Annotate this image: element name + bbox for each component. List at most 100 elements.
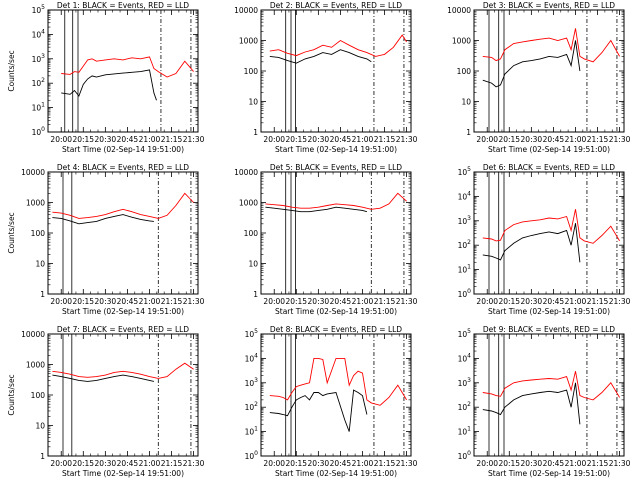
y-tick-label: 10000 <box>234 6 258 15</box>
x-tick-label: 20:45 <box>330 297 352 306</box>
y-tick-label: 100 <box>458 450 472 461</box>
y-tick-base: 10 <box>32 55 42 64</box>
y-tick-exponent: 4 <box>254 352 258 359</box>
x-axis-label: Start Time (02-Sep-14 19:51:00) <box>62 469 184 478</box>
y-tick-label: 101 <box>458 426 472 437</box>
x-tick-label: 21:30 <box>183 135 205 144</box>
x-tick-label: 21:30 <box>609 135 631 144</box>
x-tick-label: 21:00 <box>352 297 374 306</box>
x-tick-label: 21:15 <box>161 135 183 144</box>
y-tick-label: 10000 <box>447 6 471 15</box>
x-tick-label: 20:45 <box>117 459 139 468</box>
x-tick-label: 21:30 <box>396 135 418 144</box>
y-tick-label: 1000 <box>26 361 45 370</box>
series-line-lld <box>52 362 194 379</box>
x-tick-label: 20:15 <box>498 297 520 306</box>
y-tick-label: 100 <box>245 450 259 461</box>
y-tick-exponent: 4 <box>41 28 45 35</box>
series-line-events <box>482 223 581 263</box>
series-line-lld <box>269 34 407 57</box>
y-tick-base: 10 <box>32 79 42 88</box>
plot-frame <box>47 171 199 295</box>
plot-frame <box>260 171 412 295</box>
y-tick-base: 10 <box>245 452 255 461</box>
x-axis-label: Start Time (02-Sep-14 19:51:00) <box>62 145 184 154</box>
y-tick-exponent: 5 <box>467 328 471 335</box>
x-tick-label: 21:00 <box>565 135 587 144</box>
x-tick-label: 20:45 <box>330 459 352 468</box>
y-tick-label: 1 <box>253 290 258 299</box>
panel-title: Det 6: BLACK = Events, RED = LLD <box>483 163 615 172</box>
y-tick-label: 10000 <box>21 168 45 177</box>
x-tick-label: 20:30 <box>95 459 117 468</box>
x-tick-label: 21:30 <box>609 297 631 306</box>
x-tick-label: 20:15 <box>72 459 94 468</box>
x-tick-label: 20:30 <box>308 135 330 144</box>
y-tick-base: 10 <box>458 330 468 339</box>
y-tick-exponent: 4 <box>467 190 471 197</box>
series-line-lld <box>482 371 620 401</box>
x-tick-label: 20:15 <box>498 459 520 468</box>
x-tick-label: 20:30 <box>308 459 330 468</box>
series-line-lld <box>265 192 407 210</box>
y-tick-base: 10 <box>458 266 468 275</box>
y-tick-exponent: 1 <box>254 426 258 433</box>
y-tick-label: 10 <box>461 98 471 107</box>
x-tick-label: 20:00 <box>50 135 72 144</box>
detector-panel-9: Det 9: BLACK = Events, RED = LLD10010110… <box>458 325 631 478</box>
panel-title: Det 5: BLACK = Events, RED = LLD <box>270 163 402 172</box>
y-tick-base: 10 <box>458 428 468 437</box>
series-line-events <box>265 206 368 213</box>
detector-panel-4: Det 4: BLACK = Events, RED = LLD 1 10 100 10… <box>7 163 205 316</box>
y-tick-base: 10 <box>245 379 255 388</box>
y-tick-exponent: 3 <box>467 215 471 222</box>
y-tick-label: 101 <box>32 102 46 113</box>
y-tick-label: 101 <box>458 264 472 275</box>
x-tick-label: 20:15 <box>72 297 94 306</box>
y-tick-label: 10 <box>35 422 45 431</box>
plot-frame <box>260 9 412 133</box>
detector-panel-8: Det 8: BLACK = Events, RED = LLD10010110… <box>245 325 418 478</box>
series-line-events <box>61 69 157 101</box>
series-group <box>269 357 407 432</box>
series-group <box>482 28 620 88</box>
y-tick-exponent: 2 <box>41 77 45 84</box>
y-tick-exponent: 1 <box>41 102 45 109</box>
y-tick-exponent: 5 <box>254 328 258 335</box>
x-tick-label: 20:00 <box>263 135 285 144</box>
series-group <box>265 192 407 213</box>
x-tick-label: 20:30 <box>95 297 117 306</box>
panel-title: Det 9: BLACK = Events, RED = LLD <box>483 325 615 334</box>
y-tick-label: 1 <box>466 128 471 137</box>
y-tick-label: 105 <box>32 4 46 15</box>
y-tick-label: 1 <box>40 452 45 461</box>
x-tick-label: 21:00 <box>139 297 161 306</box>
y-tick-base: 10 <box>458 354 468 363</box>
series-line-lld <box>482 28 620 63</box>
x-tick-label: 20:45 <box>543 459 565 468</box>
series-line-lld <box>269 357 407 406</box>
x-tick-label: 21:00 <box>565 297 587 306</box>
y-tick-label: 1 <box>40 290 45 299</box>
series-group <box>52 192 194 225</box>
x-tick-label: 21:15 <box>374 135 396 144</box>
panel-title: Det 2: BLACK = Events, RED = LLD <box>270 1 402 10</box>
y-tick-label: 105 <box>458 328 472 339</box>
x-axis-label: Start Time (02-Sep-14 19:51:00) <box>62 307 184 316</box>
y-tick-label: 10000 <box>21 330 45 339</box>
y-tick-label: 104 <box>245 352 259 363</box>
y-tick-base: 10 <box>458 192 468 201</box>
detector-panel-7: Det 7: BLACK = Events, RED = LLD 1 10 100 10… <box>7 325 205 478</box>
x-tick-label: 20:30 <box>521 459 543 468</box>
panel-title: Det 4: BLACK = Events, RED = LLD <box>57 163 189 172</box>
x-tick-label: 21:15 <box>161 297 183 306</box>
plot-frame <box>260 333 412 457</box>
panel-title: Det 1: BLACK = Events, RED = LLD <box>57 1 189 10</box>
y-tick-label: 10 <box>248 260 258 269</box>
panel-title: Det 7: BLACK = Events, RED = LLD <box>57 325 189 334</box>
y-axis-label: Counts/sec <box>7 212 16 253</box>
y-tick-base: 10 <box>32 6 42 15</box>
y-tick-label: 104 <box>458 190 472 201</box>
y-tick-label: 10 <box>248 98 258 107</box>
